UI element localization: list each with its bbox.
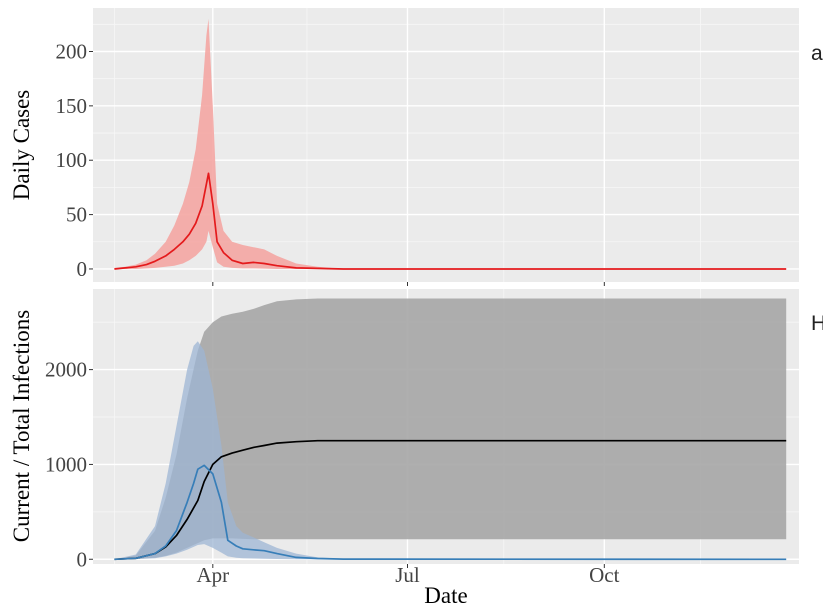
- y-tick-label: 50: [66, 203, 87, 227]
- top-panel-lines: [114, 172, 787, 270]
- top-y-ticks: 0 50 100 150 200: [56, 39, 93, 281]
- y-tick-label: 2000: [45, 358, 87, 382]
- bottom-panel: 0 1000 2000 Apr Jul Oct Current / Total Infe…: [9, 289, 823, 587]
- bottom-y-axis-title: Current / Total Infections: [9, 310, 34, 542]
- bottom-panel-bands: [114, 298, 787, 560]
- y-tick-label: 150: [56, 94, 88, 118]
- y-tick-label: 200: [56, 39, 88, 63]
- series-1-uncertainty-band: [114, 341, 787, 560]
- bottom-panel-lines: [114, 439, 787, 561]
- top-side-label: a: [811, 42, 823, 65]
- bottom-y-ticks: 0 1000 2000: [45, 358, 93, 571]
- series-0-mean-line: [114, 172, 787, 270]
- top-y-axis-title: Daily Cases: [9, 90, 34, 201]
- x-tick-label: Oct: [589, 563, 619, 587]
- y-tick-label: 0: [77, 257, 88, 281]
- series-1-mean-line: [114, 464, 787, 561]
- x-tick-label: Apr: [196, 563, 229, 587]
- bottom-x-ticks: Apr Jul Oct: [196, 563, 619, 587]
- y-tick-label: 0: [77, 547, 88, 571]
- y-tick-label: 1000: [45, 452, 87, 476]
- x-axis-title: Date: [424, 583, 467, 608]
- y-tick-label: 100: [56, 148, 88, 172]
- series-0-uncertainty-band: [114, 298, 787, 560]
- x-tick-label: Jul: [395, 563, 420, 587]
- top-panel: 0 50 100 150 200 Daily Cases a: [9, 8, 823, 286]
- bottom-side-label: H: [811, 312, 823, 335]
- top-x-ticks: [212, 282, 605, 286]
